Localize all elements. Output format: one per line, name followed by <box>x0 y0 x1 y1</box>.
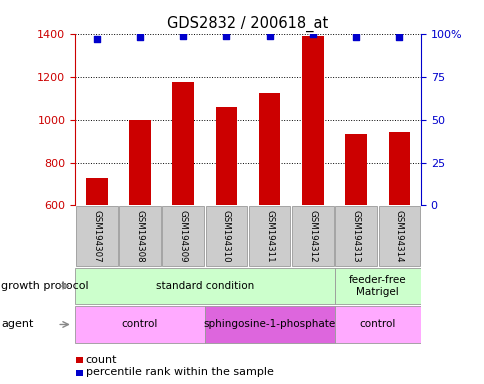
Text: percentile rank within the sample: percentile rank within the sample <box>86 367 273 377</box>
Text: GSM194314: GSM194314 <box>394 210 403 263</box>
FancyBboxPatch shape <box>76 206 117 266</box>
FancyBboxPatch shape <box>334 268 420 304</box>
FancyBboxPatch shape <box>205 206 247 266</box>
Text: control: control <box>359 319 395 329</box>
Point <box>222 32 230 38</box>
Text: standard condition: standard condition <box>155 281 254 291</box>
Point <box>351 34 359 40</box>
FancyBboxPatch shape <box>335 206 376 266</box>
Bar <box>215 107 237 205</box>
Bar <box>129 120 151 205</box>
Text: feeder-free
Matrigel: feeder-free Matrigel <box>348 275 406 297</box>
Text: GSM194308: GSM194308 <box>135 210 144 263</box>
FancyBboxPatch shape <box>334 306 420 343</box>
Point <box>308 31 316 37</box>
Text: agent: agent <box>1 319 33 329</box>
Bar <box>172 82 194 205</box>
Text: GSM194307: GSM194307 <box>92 210 101 263</box>
FancyBboxPatch shape <box>378 206 419 266</box>
Text: count: count <box>86 355 117 365</box>
Point <box>136 34 144 40</box>
Text: growth protocol: growth protocol <box>1 281 89 291</box>
FancyBboxPatch shape <box>248 206 290 266</box>
FancyBboxPatch shape <box>119 206 160 266</box>
FancyBboxPatch shape <box>75 268 334 304</box>
Bar <box>302 36 323 205</box>
Text: GSM194309: GSM194309 <box>179 210 187 262</box>
Text: GSM194311: GSM194311 <box>265 210 273 263</box>
Text: GSM194312: GSM194312 <box>308 210 317 263</box>
Text: sphingosine-1-phosphate: sphingosine-1-phosphate <box>203 319 335 329</box>
Point <box>179 32 187 38</box>
Bar <box>86 177 107 205</box>
FancyBboxPatch shape <box>204 306 334 343</box>
FancyBboxPatch shape <box>291 206 333 266</box>
Text: control: control <box>121 319 158 329</box>
Point <box>265 32 273 38</box>
Point <box>93 36 101 42</box>
Text: GSM194313: GSM194313 <box>351 210 360 263</box>
Title: GDS2832 / 200618_at: GDS2832 / 200618_at <box>167 16 328 32</box>
Bar <box>388 132 409 205</box>
Bar <box>345 134 366 205</box>
FancyBboxPatch shape <box>75 306 204 343</box>
FancyBboxPatch shape <box>162 206 204 266</box>
Bar <box>258 93 280 205</box>
Text: GSM194310: GSM194310 <box>222 210 230 263</box>
Point <box>394 34 402 40</box>
